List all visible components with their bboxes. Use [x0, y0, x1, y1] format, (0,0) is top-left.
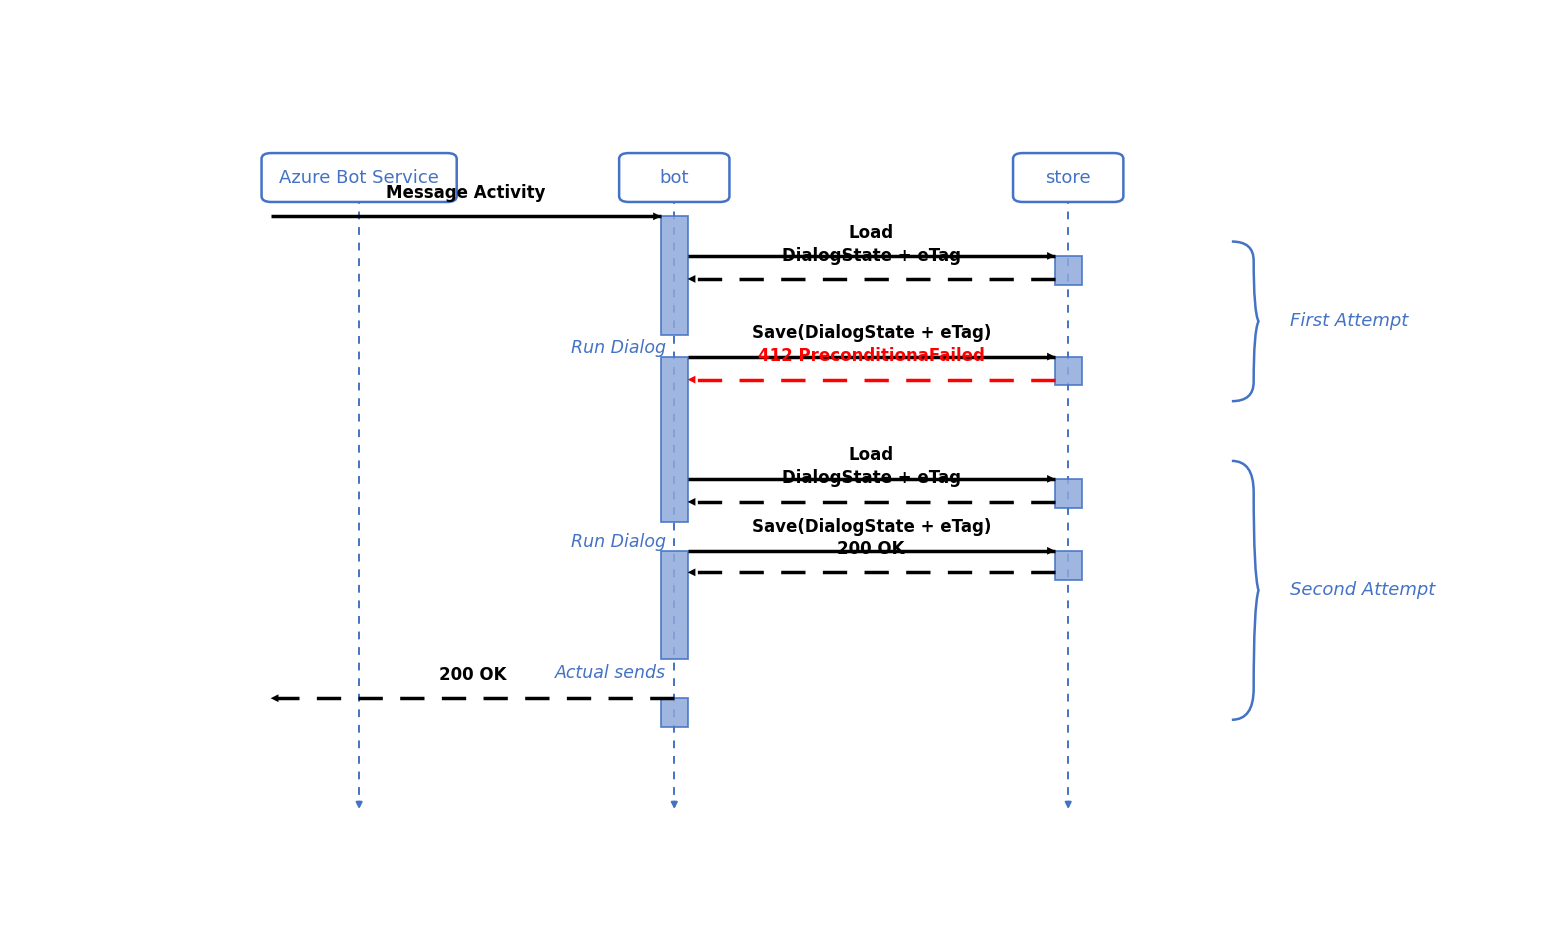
FancyBboxPatch shape — [261, 153, 457, 202]
Text: Run Dialog: Run Dialog — [571, 533, 666, 551]
Text: store: store — [1045, 168, 1092, 187]
Text: Load: Load — [849, 223, 893, 242]
Text: 200 OK: 200 OK — [439, 666, 507, 684]
Text: 200 OK: 200 OK — [837, 540, 906, 558]
Bar — [1054, 357, 1082, 386]
FancyBboxPatch shape — [1013, 153, 1123, 202]
Bar — [1054, 256, 1082, 285]
Text: First Attempt: First Attempt — [1290, 312, 1408, 331]
Bar — [1054, 551, 1082, 579]
Text: bot: bot — [660, 168, 690, 187]
Bar — [662, 217, 688, 335]
Text: Run Dialog: Run Dialog — [571, 339, 666, 357]
Text: Save(DialogState + eTag): Save(DialogState + eTag) — [752, 324, 992, 342]
Text: 412 PreconditionaFailed: 412 PreconditionaFailed — [759, 347, 985, 365]
Text: Azure Bot Service: Azure Bot Service — [280, 168, 439, 187]
Bar — [662, 357, 688, 522]
Text: DialogState + eTag: DialogState + eTag — [782, 247, 960, 264]
Text: Save(DialogState + eTag): Save(DialogState + eTag) — [752, 518, 992, 536]
Bar — [1054, 479, 1082, 508]
Text: Load: Load — [849, 446, 893, 464]
Text: Actual sends: Actual sends — [555, 664, 666, 682]
FancyBboxPatch shape — [619, 153, 729, 202]
Text: Second Attempt: Second Attempt — [1290, 581, 1436, 600]
Bar — [662, 699, 688, 727]
Text: Message Activity: Message Activity — [386, 184, 546, 202]
Text: DialogState + eTag: DialogState + eTag — [782, 470, 960, 488]
Bar — [662, 551, 688, 658]
